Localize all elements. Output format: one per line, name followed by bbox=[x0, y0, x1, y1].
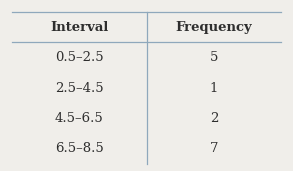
Text: Interval: Interval bbox=[50, 21, 108, 34]
Text: 4.5–6.5: 4.5–6.5 bbox=[55, 112, 103, 125]
Text: 6.5–8.5: 6.5–8.5 bbox=[55, 142, 103, 155]
Text: Frequency: Frequency bbox=[176, 21, 252, 34]
Text: 0.5–2.5: 0.5–2.5 bbox=[55, 51, 103, 64]
Text: 5: 5 bbox=[210, 51, 218, 64]
Text: 7: 7 bbox=[209, 142, 218, 155]
Text: 2: 2 bbox=[210, 112, 218, 125]
Text: 2.5–4.5: 2.5–4.5 bbox=[55, 82, 103, 95]
Text: 1: 1 bbox=[210, 82, 218, 95]
